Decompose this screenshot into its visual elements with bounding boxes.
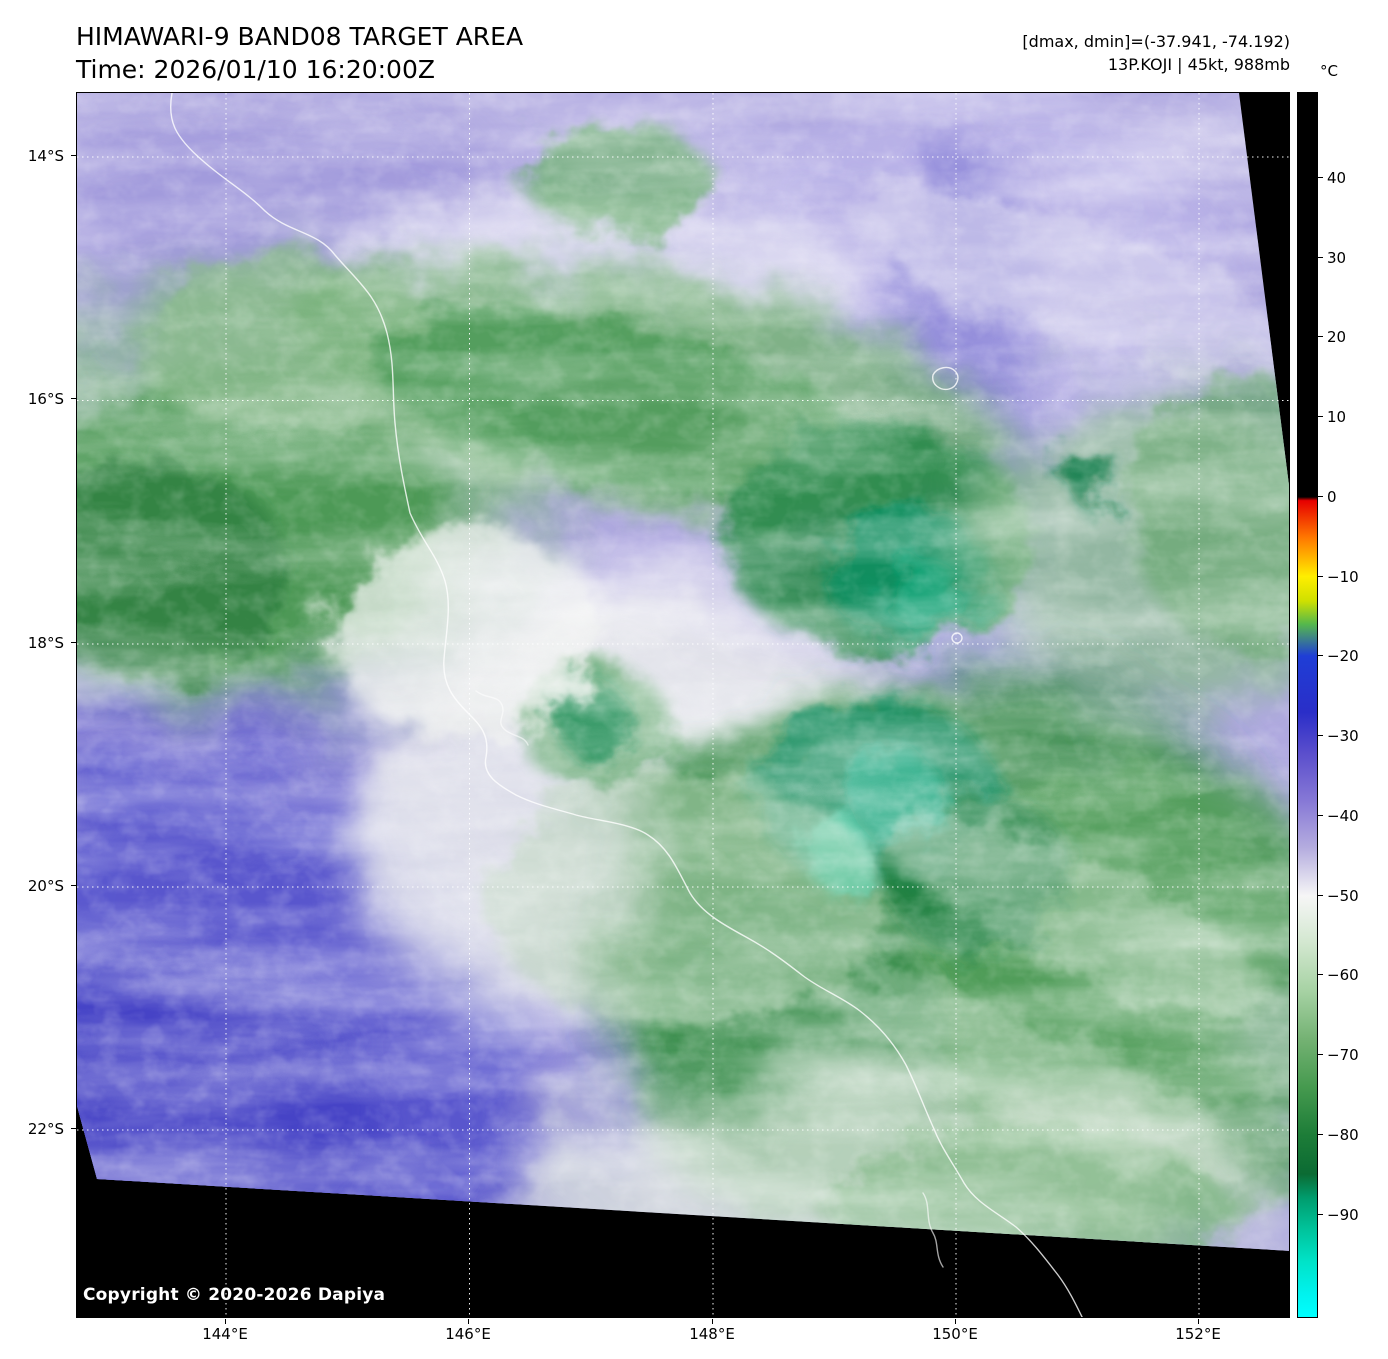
lon-tick-label: 152°E	[1163, 1319, 1233, 1342]
colorbar-tick-label: −60	[1318, 966, 1359, 984]
colorbar-tick-label: −70	[1318, 1046, 1359, 1064]
plot-time: Time: 2026/01/10 16:20:00Z	[76, 55, 435, 84]
plot-title: HIMAWARI-9 BAND08 TARGET AREA	[76, 22, 524, 51]
lat-tick-label: 18°S	[6, 635, 76, 651]
lon-tick-label: 150°E	[920, 1319, 990, 1342]
title-block: HIMAWARI-9 BAND08 TARGET AREA Time: 2026…	[76, 20, 523, 86]
lat-tick-label: 16°S	[6, 391, 76, 407]
storm-info-label: 13P.KOJI | 45kt, 988mb	[1107, 55, 1290, 74]
lon-tick-label: 148°E	[677, 1319, 747, 1342]
coastline	[169, 93, 1083, 1317]
colorbar-tick-label: 40	[1317, 169, 1347, 187]
colorbar-tick-label: −90	[1318, 1206, 1359, 1224]
colorbar-tick-label: 30	[1317, 249, 1347, 267]
lat-tick-label: 22°S	[6, 1121, 76, 1137]
scan-imagery	[77, 93, 1289, 1251]
map-frame: Copyright © 2020-2026 Dapiya	[76, 92, 1290, 1318]
lat-tick-label: 20°S	[6, 878, 76, 894]
colorbar-tick-label: −30	[1318, 727, 1359, 745]
lat-tick-label: 14°S	[6, 148, 76, 164]
colorbar-tick-label: 20	[1317, 328, 1347, 346]
colorbar-tick-label: −40	[1318, 807, 1359, 825]
colorbar-tick-label: −50	[1318, 887, 1359, 905]
colorbar-gradient	[1297, 92, 1318, 1318]
dmax-dmin-label: [dmax, dmin]=(-37.941, -74.192)	[1022, 32, 1290, 51]
lon-tick-label: 144°E	[190, 1319, 260, 1342]
colorbar-unit-label: °C	[1320, 62, 1338, 80]
colorbar-tick-label: −80	[1318, 1126, 1359, 1144]
colorbar-tick-label: −20	[1318, 647, 1359, 665]
lon-tick-label: 146°E	[433, 1319, 503, 1342]
colorbar-tick-label: −10	[1318, 568, 1359, 586]
header-annotations: [dmax, dmin]=(-37.941, -74.192) 13P.KOJI…	[1022, 30, 1290, 76]
copyright-label: Copyright © 2020-2026 Dapiya	[83, 1285, 386, 1305]
satellite-image	[77, 93, 1289, 1317]
colorbar-tick-label: 0	[1318, 488, 1337, 506]
colorbar-tick-label: 10	[1317, 408, 1347, 426]
